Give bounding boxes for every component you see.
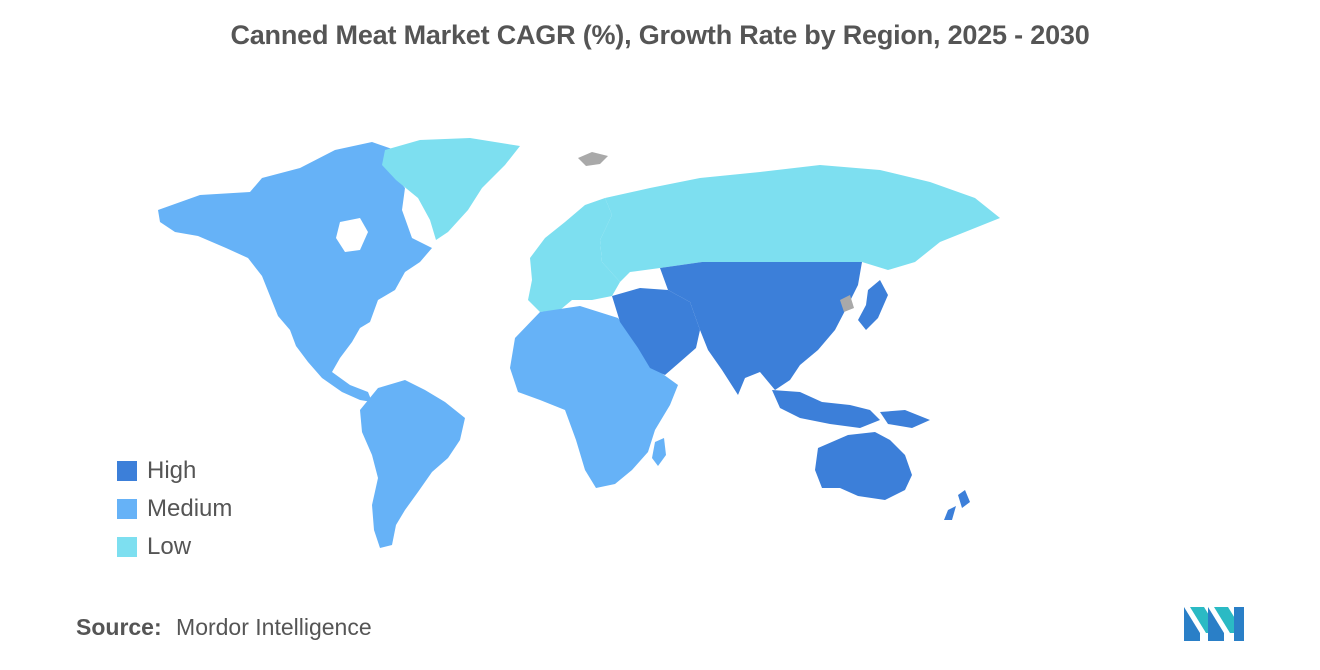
region-madagascar[interactable]	[652, 438, 666, 466]
source-value: Mordor Intelligence	[176, 614, 372, 640]
region-africa[interactable]	[510, 306, 678, 488]
region-middle-east[interactable]	[612, 288, 700, 375]
legend: High Medium Low	[117, 452, 232, 566]
legend-swatch-low	[117, 537, 137, 557]
legend-label-high: High	[147, 457, 197, 484]
region-australia[interactable]	[815, 432, 912, 500]
region-asia[interactable]	[660, 262, 862, 395]
legend-swatch-medium	[117, 499, 137, 519]
region-south-america[interactable]	[360, 380, 465, 548]
mordor-logo-icon	[1184, 607, 1244, 641]
region-new-guinea[interactable]	[880, 410, 930, 428]
legend-swatch-high	[117, 461, 137, 481]
source-line: Source: Mordor Intelligence	[76, 614, 372, 641]
legend-item-low: Low	[117, 528, 232, 566]
hudson-bay	[336, 218, 368, 252]
source-label: Source:	[76, 614, 162, 640]
legend-label-low: Low	[147, 533, 192, 560]
legend-item-high: High	[117, 452, 232, 490]
region-japan[interactable]	[858, 280, 888, 330]
region-new-zealand[interactable]	[944, 490, 970, 520]
legend-item-medium: Medium	[117, 490, 232, 528]
legend-label-medium: Medium	[147, 495, 233, 522]
region-north-america[interactable]	[158, 142, 432, 402]
region-russia[interactable]	[600, 165, 1000, 282]
chart-title: Canned Meat Market CAGR (%), Growth Rate…	[230, 20, 1090, 50]
region-greenland[interactable]	[382, 138, 520, 240]
region-southeast-asia[interactable]	[772, 390, 880, 428]
svalbard-nodata	[578, 152, 608, 166]
korea-nodata	[840, 295, 854, 312]
region-europe[interactable]	[528, 198, 620, 312]
mordor-logo	[1184, 603, 1250, 646]
